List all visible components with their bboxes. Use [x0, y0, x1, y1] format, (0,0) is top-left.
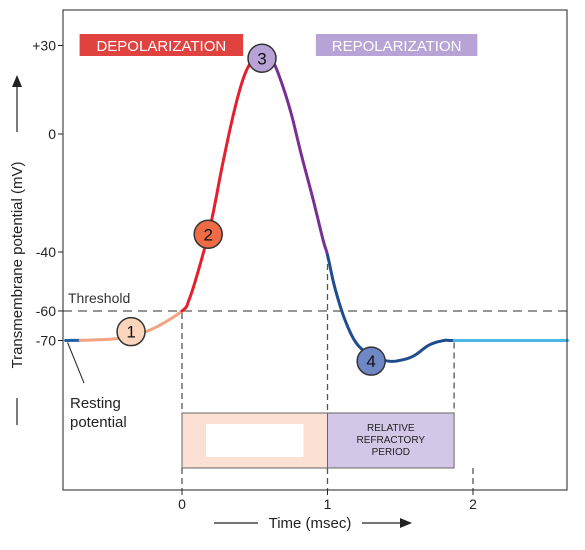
resting-potential-label: potential	[70, 414, 127, 431]
x-tick-label: 2	[469, 496, 477, 512]
resting-potential-label: Resting	[70, 395, 121, 412]
refractory-label-line: PERIOD	[372, 447, 410, 458]
phase-banner-label-2: REPOLARIZATION	[332, 38, 462, 55]
y-tick-label: -40	[36, 244, 56, 260]
curve-segment-5	[328, 255, 455, 361]
phase-banner-label-1: DEPOLARIZATION	[96, 38, 226, 55]
curve-layer	[66, 54, 568, 361]
y-axis-label-group: Transmembrane potential (mV)	[9, 75, 26, 425]
ylabel-arrow-icon	[12, 75, 22, 87]
resting-potential-pointer	[68, 343, 84, 384]
y-tick-label: -70	[36, 333, 56, 349]
x-axis-label: Time (msec)	[269, 515, 352, 532]
y-tick-label: -60	[36, 303, 56, 319]
phase-marker-label-4: 4	[366, 352, 375, 371]
x-tick-label: 0	[178, 496, 186, 512]
phase-marker-label-3: 3	[257, 49, 266, 68]
curve-segment-3	[182, 57, 255, 311]
refractory-box-inner-1	[206, 424, 304, 457]
y-tick-label: +30	[32, 38, 56, 54]
y-tick-label: 0	[48, 126, 56, 142]
refractory-label-line: REFRACTORY	[357, 435, 426, 446]
x-tick-label: 1	[324, 496, 332, 512]
phase-banners-layer: DEPOLARIZATION REPOLARIZATION	[80, 34, 478, 56]
refractory-label-line: RELATIVE	[367, 423, 415, 434]
threshold-label: Threshold	[68, 290, 130, 306]
y-axis-label: Transmembrane potential (mV)	[9, 161, 26, 368]
xlabel-arrow-icon	[400, 518, 412, 528]
phase-marker-label-1: 1	[126, 323, 135, 342]
phase-marker-label-2: 2	[203, 225, 212, 244]
curve-segment-4	[255, 54, 328, 255]
